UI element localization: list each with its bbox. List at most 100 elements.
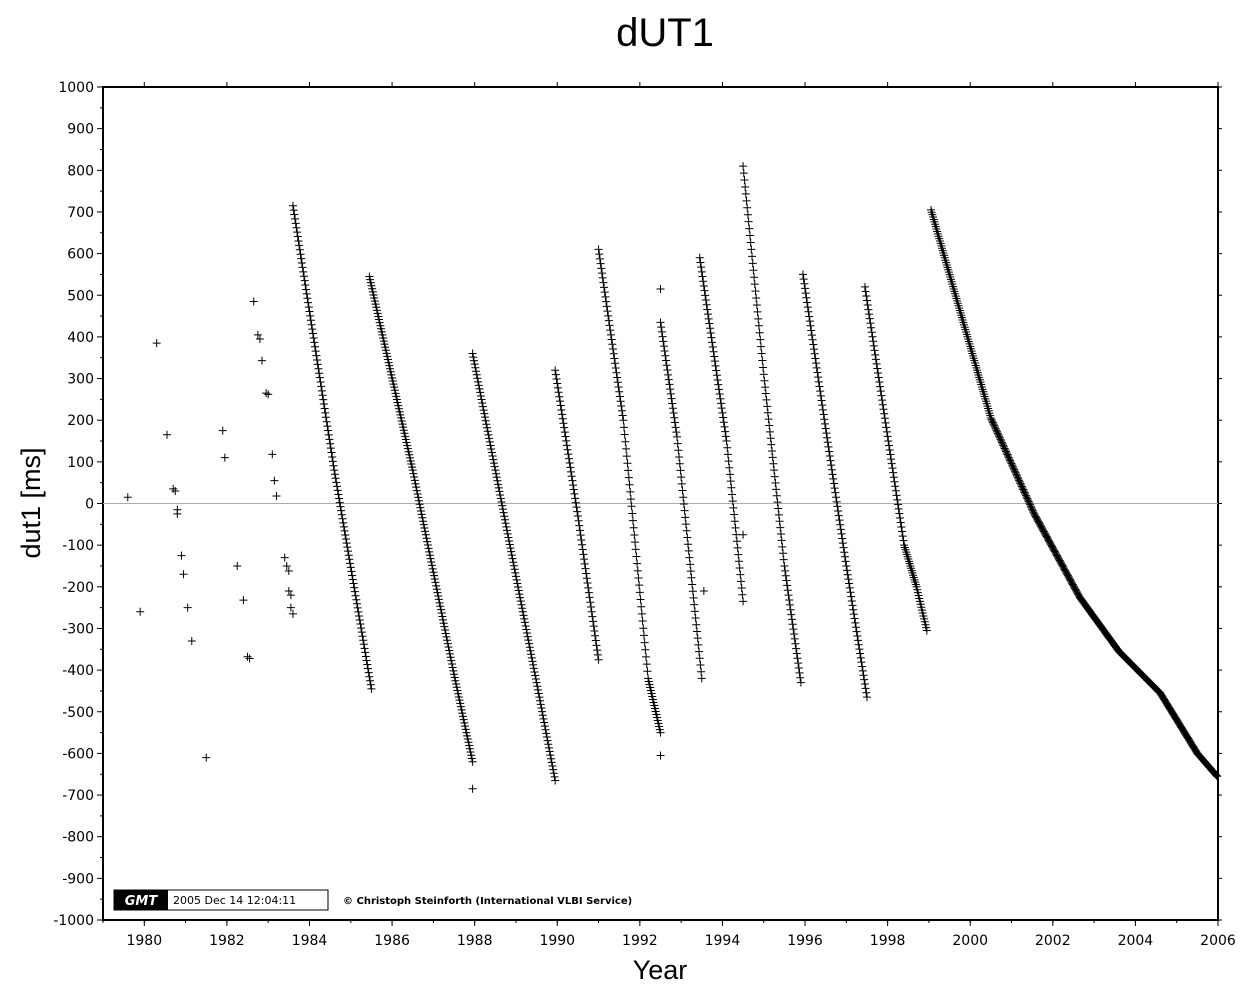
data-point [474,381,483,390]
data-point [737,584,746,593]
data-point [694,640,703,649]
data-point [552,375,561,384]
data-point [761,383,770,392]
data-point [431,578,440,587]
data-point [456,702,465,711]
data-point [454,692,463,701]
data-point [299,267,308,276]
data-point [365,672,374,681]
data-point [686,567,695,576]
data-point [851,618,860,627]
data-point [575,526,584,535]
data-point [800,279,809,288]
data-point [750,280,759,289]
data-point [633,559,642,568]
data-point [782,576,791,585]
data-point [565,458,574,467]
data-point [465,741,474,750]
data-point [179,570,188,579]
data-point [717,404,726,413]
data-point [123,493,132,502]
data-point [495,487,504,496]
data-point [829,479,838,488]
data-point [202,753,211,762]
data-point [478,399,487,408]
data-point [298,263,307,272]
data-point [772,485,781,494]
data-point [642,652,651,661]
data-point [313,355,322,364]
data-point [613,373,622,382]
data-point [632,552,641,561]
data-point [862,296,871,305]
data-point [558,414,567,423]
data-point [457,705,466,714]
data-point [601,292,610,301]
data-point [408,466,417,475]
data-point [522,625,531,634]
data-point [737,577,746,586]
data-point [692,627,701,636]
data-point [463,731,472,740]
data-point [417,510,426,519]
data-point [610,354,619,363]
data-point [357,628,366,637]
data-point [316,378,325,387]
data-point [363,660,372,669]
data-point [329,461,338,470]
data-point [442,632,451,641]
data-point [447,656,456,665]
data-point [712,371,721,380]
data-point [333,482,342,491]
data-point [743,210,752,219]
data-point [304,303,313,312]
data-point [464,738,473,747]
data-point [341,530,350,539]
data-point [590,626,599,635]
data-point [337,510,346,519]
data-point [690,600,699,609]
data-point [804,307,813,316]
data-point [529,664,538,673]
data-point [551,776,560,785]
data-point [684,540,693,549]
data-point [297,259,306,268]
data-point [419,517,428,526]
data-point [732,530,741,539]
data-point [582,574,591,583]
y-tick-label: 100 [67,455,94,471]
data-point [344,547,353,556]
data-point [481,416,490,425]
data-point [321,408,330,417]
data-point [452,683,461,692]
data-point [861,287,870,296]
data-point [865,310,874,319]
data-point [345,555,354,564]
data-point [507,551,516,560]
data-point [255,334,264,343]
data-point [567,472,576,481]
data-point [699,586,708,595]
data-point [832,497,841,506]
data-point [516,593,525,602]
data-point [532,678,541,687]
data-point [660,346,669,355]
data-point [820,419,829,428]
data-point [445,646,454,655]
data-point [823,438,832,447]
data-point [883,432,892,441]
data-point [591,636,600,645]
data-point [349,579,358,588]
data-point [586,598,595,607]
data-point [719,413,728,422]
data-point [446,653,455,662]
data-point [415,500,424,509]
data-point [887,455,896,464]
data-point [362,656,371,665]
data-point [548,761,557,770]
data-point [469,353,478,362]
data-point [821,424,830,433]
data-point [324,430,333,439]
data-point [286,603,295,612]
data-point [324,426,333,435]
